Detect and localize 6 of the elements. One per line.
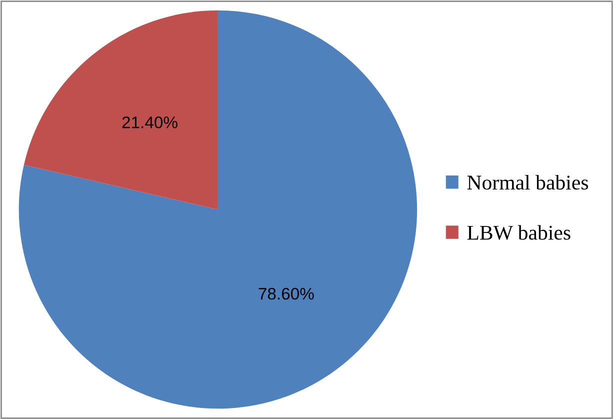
legend-label: Normal babies	[467, 174, 588, 190]
legend-label: LBW babies	[467, 225, 570, 240]
data-label: 78.60%	[258, 288, 314, 300]
pie-slice	[24, 10, 218, 210]
pie-slice	[18, 10, 418, 409]
data-label: 21.40%	[122, 116, 178, 128]
